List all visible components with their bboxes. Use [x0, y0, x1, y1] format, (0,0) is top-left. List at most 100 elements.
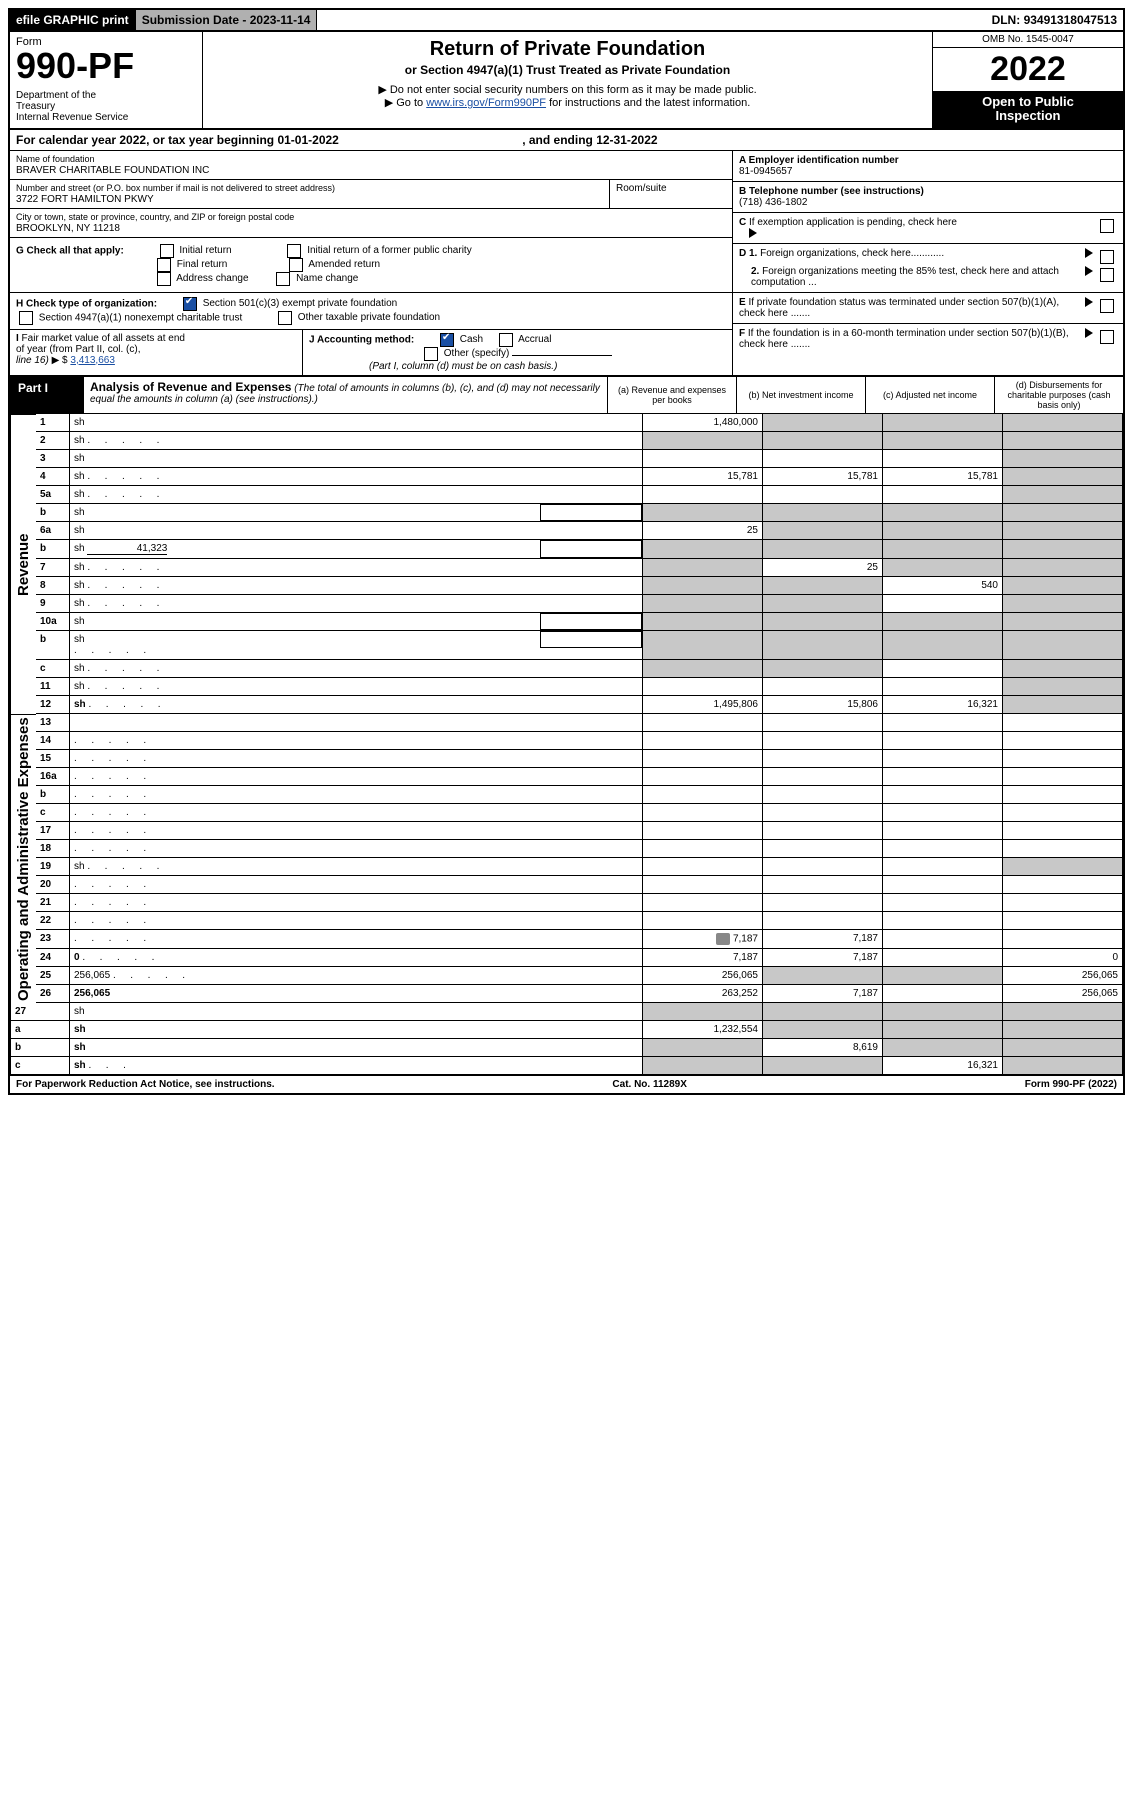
chk-final[interactable]: [157, 258, 171, 272]
arrow-icon: [749, 228, 757, 238]
chk-4947[interactable]: [19, 311, 33, 325]
city-label: City or town, state or province, country…: [16, 212, 294, 222]
city-row: City or town, state or province, country…: [10, 209, 732, 238]
chk-amended[interactable]: [289, 258, 303, 272]
chk-e[interactable]: [1100, 299, 1114, 313]
dept-text: Department of theTreasuryInternal Revenu…: [16, 90, 196, 123]
h-row: H Check type of organization: Section 50…: [10, 293, 732, 330]
b-label: B Telephone number (see instructions): [739, 186, 924, 197]
form-subtitle: or Section 4947(a)(1) Trust Treated as P…: [209, 63, 926, 77]
bottom-grid: 27shash1,232,554bsh8,619csh . . .16,321: [10, 1003, 1123, 1075]
hdr-left: Name of foundation BRAVER CHARITABLE FOU…: [10, 151, 732, 375]
topbar: efile GRAPHIC print Submission Date - 20…: [10, 10, 1123, 32]
subdate-value: 2023-11-14: [250, 13, 311, 27]
chk-other-tax[interactable]: [278, 311, 292, 325]
page-footer: For Paperwork Reduction Act Notice, see …: [10, 1075, 1123, 1093]
dln: DLN: 93491318047513: [986, 10, 1123, 30]
cal-pre: For calendar year 2022, or tax year begi…: [16, 133, 277, 147]
a-label: A Employer identification number: [739, 155, 899, 166]
name-row: Name of foundation BRAVER CHARITABLE FOU…: [10, 151, 732, 180]
cal-mid: , and ending: [522, 133, 596, 147]
part1-title: Analysis of Revenue and Expenses: [90, 380, 291, 394]
calendar-year-line: For calendar year 2022, or tax year begi…: [10, 130, 1123, 151]
form-page: efile GRAPHIC print Submission Date - 20…: [8, 8, 1125, 1095]
foundation-name: BRAVER CHARITABLE FOUNDATION INC: [16, 165, 209, 176]
part-i-header: Part I Analysis of Revenue and Expenses …: [10, 377, 1123, 414]
c-exemption: C If exemption application is pending, c…: [733, 213, 1123, 244]
title-block: Form 990-PF Department of theTreasuryInt…: [10, 32, 1123, 130]
dln-value: 93491318047513: [1024, 13, 1117, 27]
h-opt-3: Other taxable private foundation: [298, 312, 440, 323]
chk-accrual[interactable]: [499, 333, 513, 347]
expense-grid: Operating and Administrative Expenses131…: [10, 714, 1123, 1003]
cal-end: 12-31-2022: [596, 133, 657, 147]
a-ein: A Employer identification number 81-0945…: [733, 151, 1123, 182]
header-grid: Name of foundation BRAVER CHARITABLE FOU…: [10, 151, 1123, 377]
arrow-icon: [1085, 266, 1093, 276]
chk-c[interactable]: [1100, 219, 1114, 233]
omb-number: OMB No. 1545-0047: [933, 32, 1123, 48]
form-title: Return of Private Foundation: [209, 38, 926, 61]
chk-d2[interactable]: [1100, 268, 1114, 282]
col-b-hdr: (b) Net investment income: [737, 377, 866, 413]
form-id-cell: Form 990-PF Department of theTreasuryInt…: [10, 32, 203, 128]
part-i-title: Analysis of Revenue and Expenses (The to…: [84, 377, 608, 413]
col-a-hdr: (a) Revenue and expenses per books: [608, 377, 737, 413]
g-opt-3: Initial return of a former public charit…: [307, 245, 472, 256]
col-d-hdr: (d) Disbursements for charitable purpose…: [995, 377, 1123, 413]
chk-501c3[interactable]: [183, 297, 197, 311]
cal-begin: 01-01-2022: [277, 133, 338, 147]
efile-badge: efile GRAPHIC print: [10, 10, 135, 30]
subdate-label: Submission Date -: [142, 13, 250, 27]
g-label: G Check all that apply:: [16, 245, 124, 256]
footer-mid: Cat. No. 11289X: [612, 1079, 686, 1090]
form-number: 990-PF: [16, 48, 196, 84]
d-foreign: D 1. Foreign organizations, check here..…: [733, 244, 1123, 293]
irs-link[interactable]: www.irs.gov/Form990PF: [426, 97, 546, 109]
submission-date: Submission Date - 2023-11-14: [135, 10, 318, 30]
arrow-icon: [1085, 248, 1093, 258]
h-opt-2: Section 4947(a)(1) nonexempt charitable …: [39, 312, 242, 323]
dln-label: DLN:: [992, 13, 1024, 27]
name-label: Name of foundation: [16, 154, 95, 164]
revenue-label: Revenue: [10, 414, 36, 714]
f-60month: F If the foundation is in a 60-month ter…: [733, 324, 1123, 354]
chk-initial[interactable]: [160, 244, 174, 258]
chk-initial-former[interactable]: [287, 244, 301, 258]
ij-row: I Fair market value of all assets at end…: [10, 330, 732, 375]
h-opt-1: Section 501(c)(3) exempt private foundat…: [203, 298, 398, 309]
j-label: J Accounting method:: [309, 334, 414, 345]
title-right: OMB No. 1545-0047 2022 Open to PublicIns…: [932, 32, 1123, 128]
g-opt-2: Address change: [176, 273, 248, 284]
col-c-hdr: (c) Adjusted net income: [866, 377, 995, 413]
arrow-icon: [1085, 297, 1093, 307]
e-terminated: E If private foundation status was termi…: [733, 293, 1123, 324]
g-row: G Check all that apply: Initial return I…: [10, 238, 732, 293]
city-value: BROOKLYN, NY 11218: [16, 223, 120, 234]
addr-label: Number and street (or P.O. box number if…: [16, 183, 335, 193]
note2-pre: ▶ Go to: [385, 97, 426, 109]
addr-row: Number and street (or P.O. box number if…: [10, 180, 732, 209]
topbar-spacer: [317, 10, 985, 30]
attach-icon: [716, 933, 730, 945]
j-note: (Part I, column (d) must be on cash basi…: [369, 361, 557, 372]
chk-f[interactable]: [1100, 330, 1114, 344]
addr-value: 3722 FORT HAMILTON PKWY: [16, 194, 154, 205]
phone-value: (718) 436-1802: [739, 197, 807, 208]
revenue-grid: Revenue1sh1,480,0002sh . . . . .3sh4sh .…: [10, 414, 1123, 714]
chk-d1[interactable]: [1100, 250, 1114, 264]
chk-other-method[interactable]: [424, 347, 438, 361]
title-center: Return of Private Foundation or Section …: [203, 32, 932, 128]
chk-name-change[interactable]: [276, 272, 290, 286]
tax-year: 2022: [933, 48, 1123, 91]
g-opt-0: Initial return: [179, 245, 231, 256]
g-opt-5: Name change: [296, 273, 358, 284]
g-opt-1: Final return: [177, 259, 228, 270]
chk-addr-change[interactable]: [157, 272, 171, 286]
b-phone: B Telephone number (see instructions) (7…: [733, 182, 1123, 213]
note2-post: for instructions and the latest informat…: [546, 97, 750, 109]
note-2: ▶ Go to www.irs.gov/Form990PF for instru…: [209, 96, 926, 109]
chk-cash[interactable]: [440, 333, 454, 347]
j-other: Other (specify): [444, 348, 510, 359]
fmv-link[interactable]: 3,413,663: [70, 355, 115, 366]
